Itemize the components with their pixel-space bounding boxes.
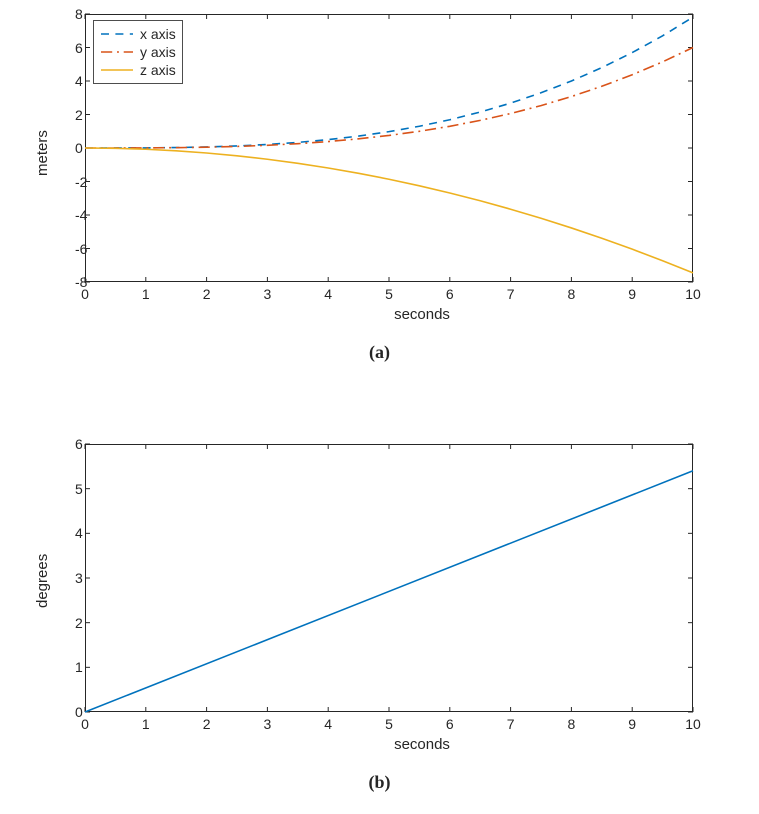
xtick-label: 10	[685, 716, 701, 732]
xtick-label: 5	[385, 716, 393, 732]
legend-label: z axis	[140, 62, 176, 78]
panel-b: 0123456789100123456 degrees seconds (b)	[0, 394, 759, 814]
xtick-label: 3	[263, 716, 271, 732]
panel-a: 012345678910-8-6-4-202468x axisy axisz a…	[0, 0, 759, 394]
ytick-label: 3	[75, 570, 77, 586]
legend-item: x axis	[100, 25, 176, 43]
xtick-label: 9	[628, 716, 636, 732]
figure: 0 1 2 3 4 5 6 7 8 9 10 -8 -6 -4 -2 0 2 4 6 8 x axis y axis z a…	[0, 0, 759, 814]
xlabel-b: seconds	[0, 736, 759, 753]
xtick-label: 7	[507, 716, 515, 732]
xlabel-a: seconds	[0, 306, 759, 323]
plot-area-b: 0123456789100123456	[85, 444, 693, 712]
ytick-label: 2	[75, 107, 77, 123]
legend-label: x axis	[140, 26, 176, 42]
legend-item: z axis	[100, 61, 176, 79]
ytick-label: 8	[75, 6, 77, 22]
subcaption-a: (a)	[0, 342, 759, 363]
xtick-label: 10	[685, 286, 701, 302]
ytick-label: 6	[75, 40, 77, 56]
ytick-label: 5	[75, 481, 77, 497]
legend-swatch	[100, 64, 134, 76]
legend-swatch	[100, 28, 134, 40]
ytick-label: 2	[75, 615, 77, 631]
legend: x axis y axis z axis	[93, 20, 183, 84]
plot-area-a: 012345678910-8-6-4-202468x axisy axisz a…	[85, 14, 693, 282]
ytick-label: 1	[75, 659, 77, 675]
axis-box	[86, 445, 693, 712]
xtick-label: 8	[567, 716, 575, 732]
ytick-label: -4	[75, 207, 77, 223]
legend-label: y axis	[140, 44, 176, 60]
ytick-label: -8	[75, 274, 77, 290]
xtick-label: 6	[446, 286, 454, 302]
ylabel-b: degrees	[34, 554, 51, 608]
legend-item: y axis	[100, 43, 176, 61]
xtick-label: 9	[628, 286, 636, 302]
xtick-label: 8	[567, 286, 575, 302]
ytick-label: -6	[75, 241, 77, 257]
xtick-label: 5	[385, 286, 393, 302]
ytick-label: 6	[75, 436, 77, 452]
xtick-label: 3	[263, 286, 271, 302]
subcaption-b: (b)	[0, 772, 759, 793]
xtick-label: 1	[142, 716, 150, 732]
legend-swatch	[100, 46, 134, 58]
series-z-axis	[85, 148, 693, 273]
xtick-label: 4	[324, 286, 332, 302]
ylabel-a: meters	[34, 130, 51, 176]
xtick-label: 7	[507, 286, 515, 302]
ytick-label: 0	[75, 140, 77, 156]
xtick-label: 2	[203, 716, 211, 732]
ytick-label: -2	[75, 174, 77, 190]
xtick-label: 4	[324, 716, 332, 732]
ytick-label: 4	[75, 525, 77, 541]
ytick-label: 0	[75, 704, 77, 720]
series-angle	[85, 471, 693, 712]
xtick-label: 2	[203, 286, 211, 302]
xtick-label: 6	[446, 716, 454, 732]
ytick-label: 4	[75, 73, 77, 89]
chart-svg	[85, 444, 693, 712]
xtick-label: 1	[142, 286, 150, 302]
